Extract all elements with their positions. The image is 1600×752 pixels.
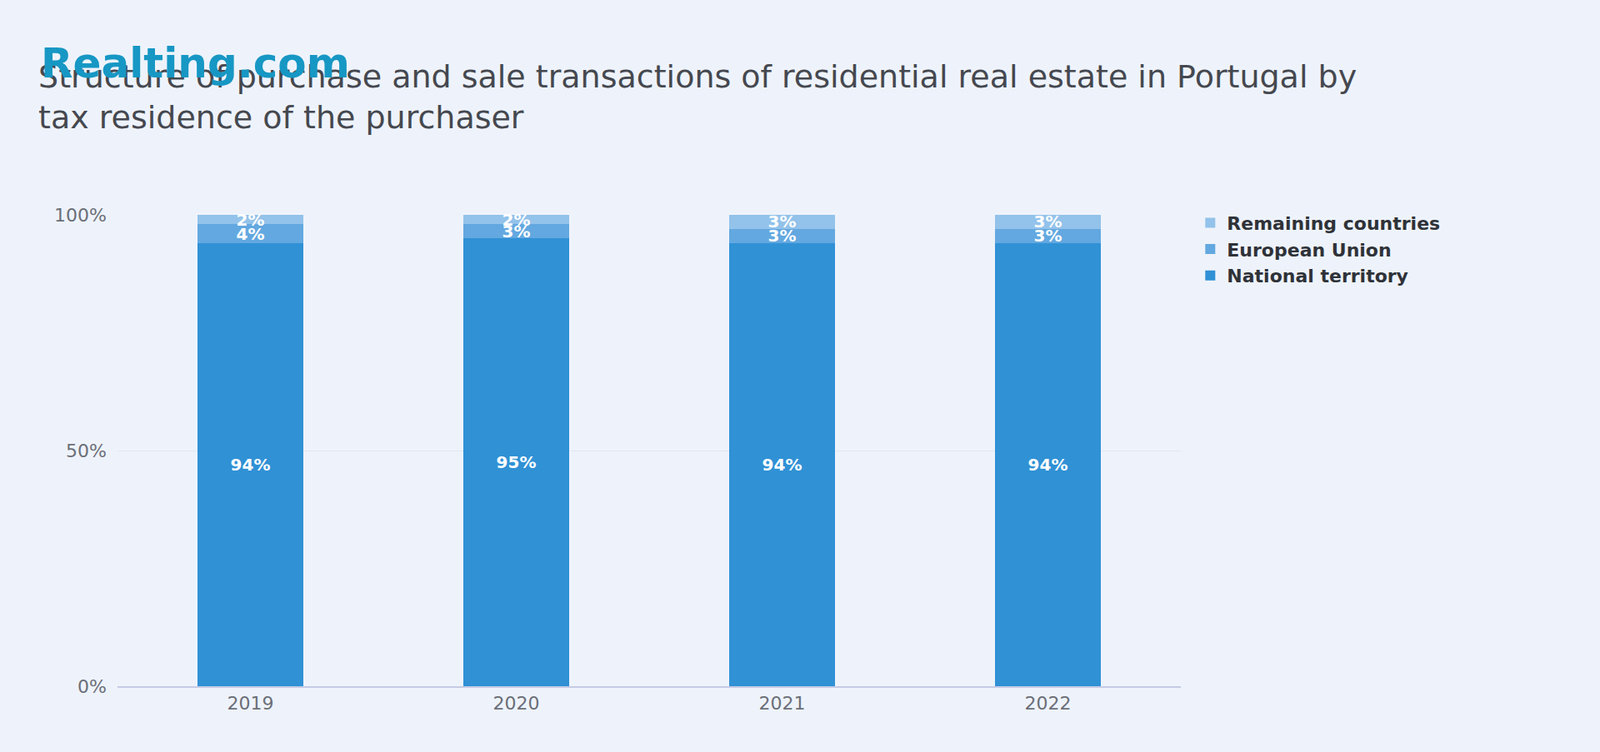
svg-text:3%: 3% bbox=[768, 225, 797, 246]
svg-text:Realting.com: Realting.com bbox=[40, 39, 350, 88]
svg-text:0%: 0% bbox=[77, 676, 107, 698]
svg-text:2%: 2% bbox=[236, 210, 265, 230]
svg-text:50%: 50% bbox=[65, 440, 107, 462]
svg-text:3%: 3% bbox=[502, 221, 531, 242]
svg-text:2%: 2% bbox=[502, 210, 531, 230]
svg-text:2019: 2019 bbox=[227, 693, 275, 715]
svg-text:Structure of purchase and sale: Structure of purchase and sale transacti… bbox=[38, 58, 1357, 136]
svg-text:2021: 2021 bbox=[759, 693, 806, 715]
svg-text:94%: 94% bbox=[762, 455, 803, 475]
svg-text:2020: 2020 bbox=[493, 693, 540, 715]
svg-text:National territory: National territory bbox=[1226, 265, 1409, 287]
svg-text:Remaining countries: Remaining countries bbox=[1226, 213, 1440, 235]
svg-text:4%: 4% bbox=[236, 224, 265, 245]
svg-text:94%: 94% bbox=[230, 455, 271, 475]
svg-text:100%: 100% bbox=[54, 205, 107, 226]
svg-text:94%: 94% bbox=[1028, 455, 1069, 475]
svg-text:95%: 95% bbox=[496, 452, 537, 473]
svg-text:3%: 3% bbox=[1034, 211, 1063, 232]
svg-text:European Union: European Union bbox=[1226, 240, 1391, 261]
svg-text:2022: 2022 bbox=[1025, 693, 1072, 715]
svg-text:3%: 3% bbox=[1034, 225, 1063, 246]
svg-text:3%: 3% bbox=[768, 211, 797, 232]
